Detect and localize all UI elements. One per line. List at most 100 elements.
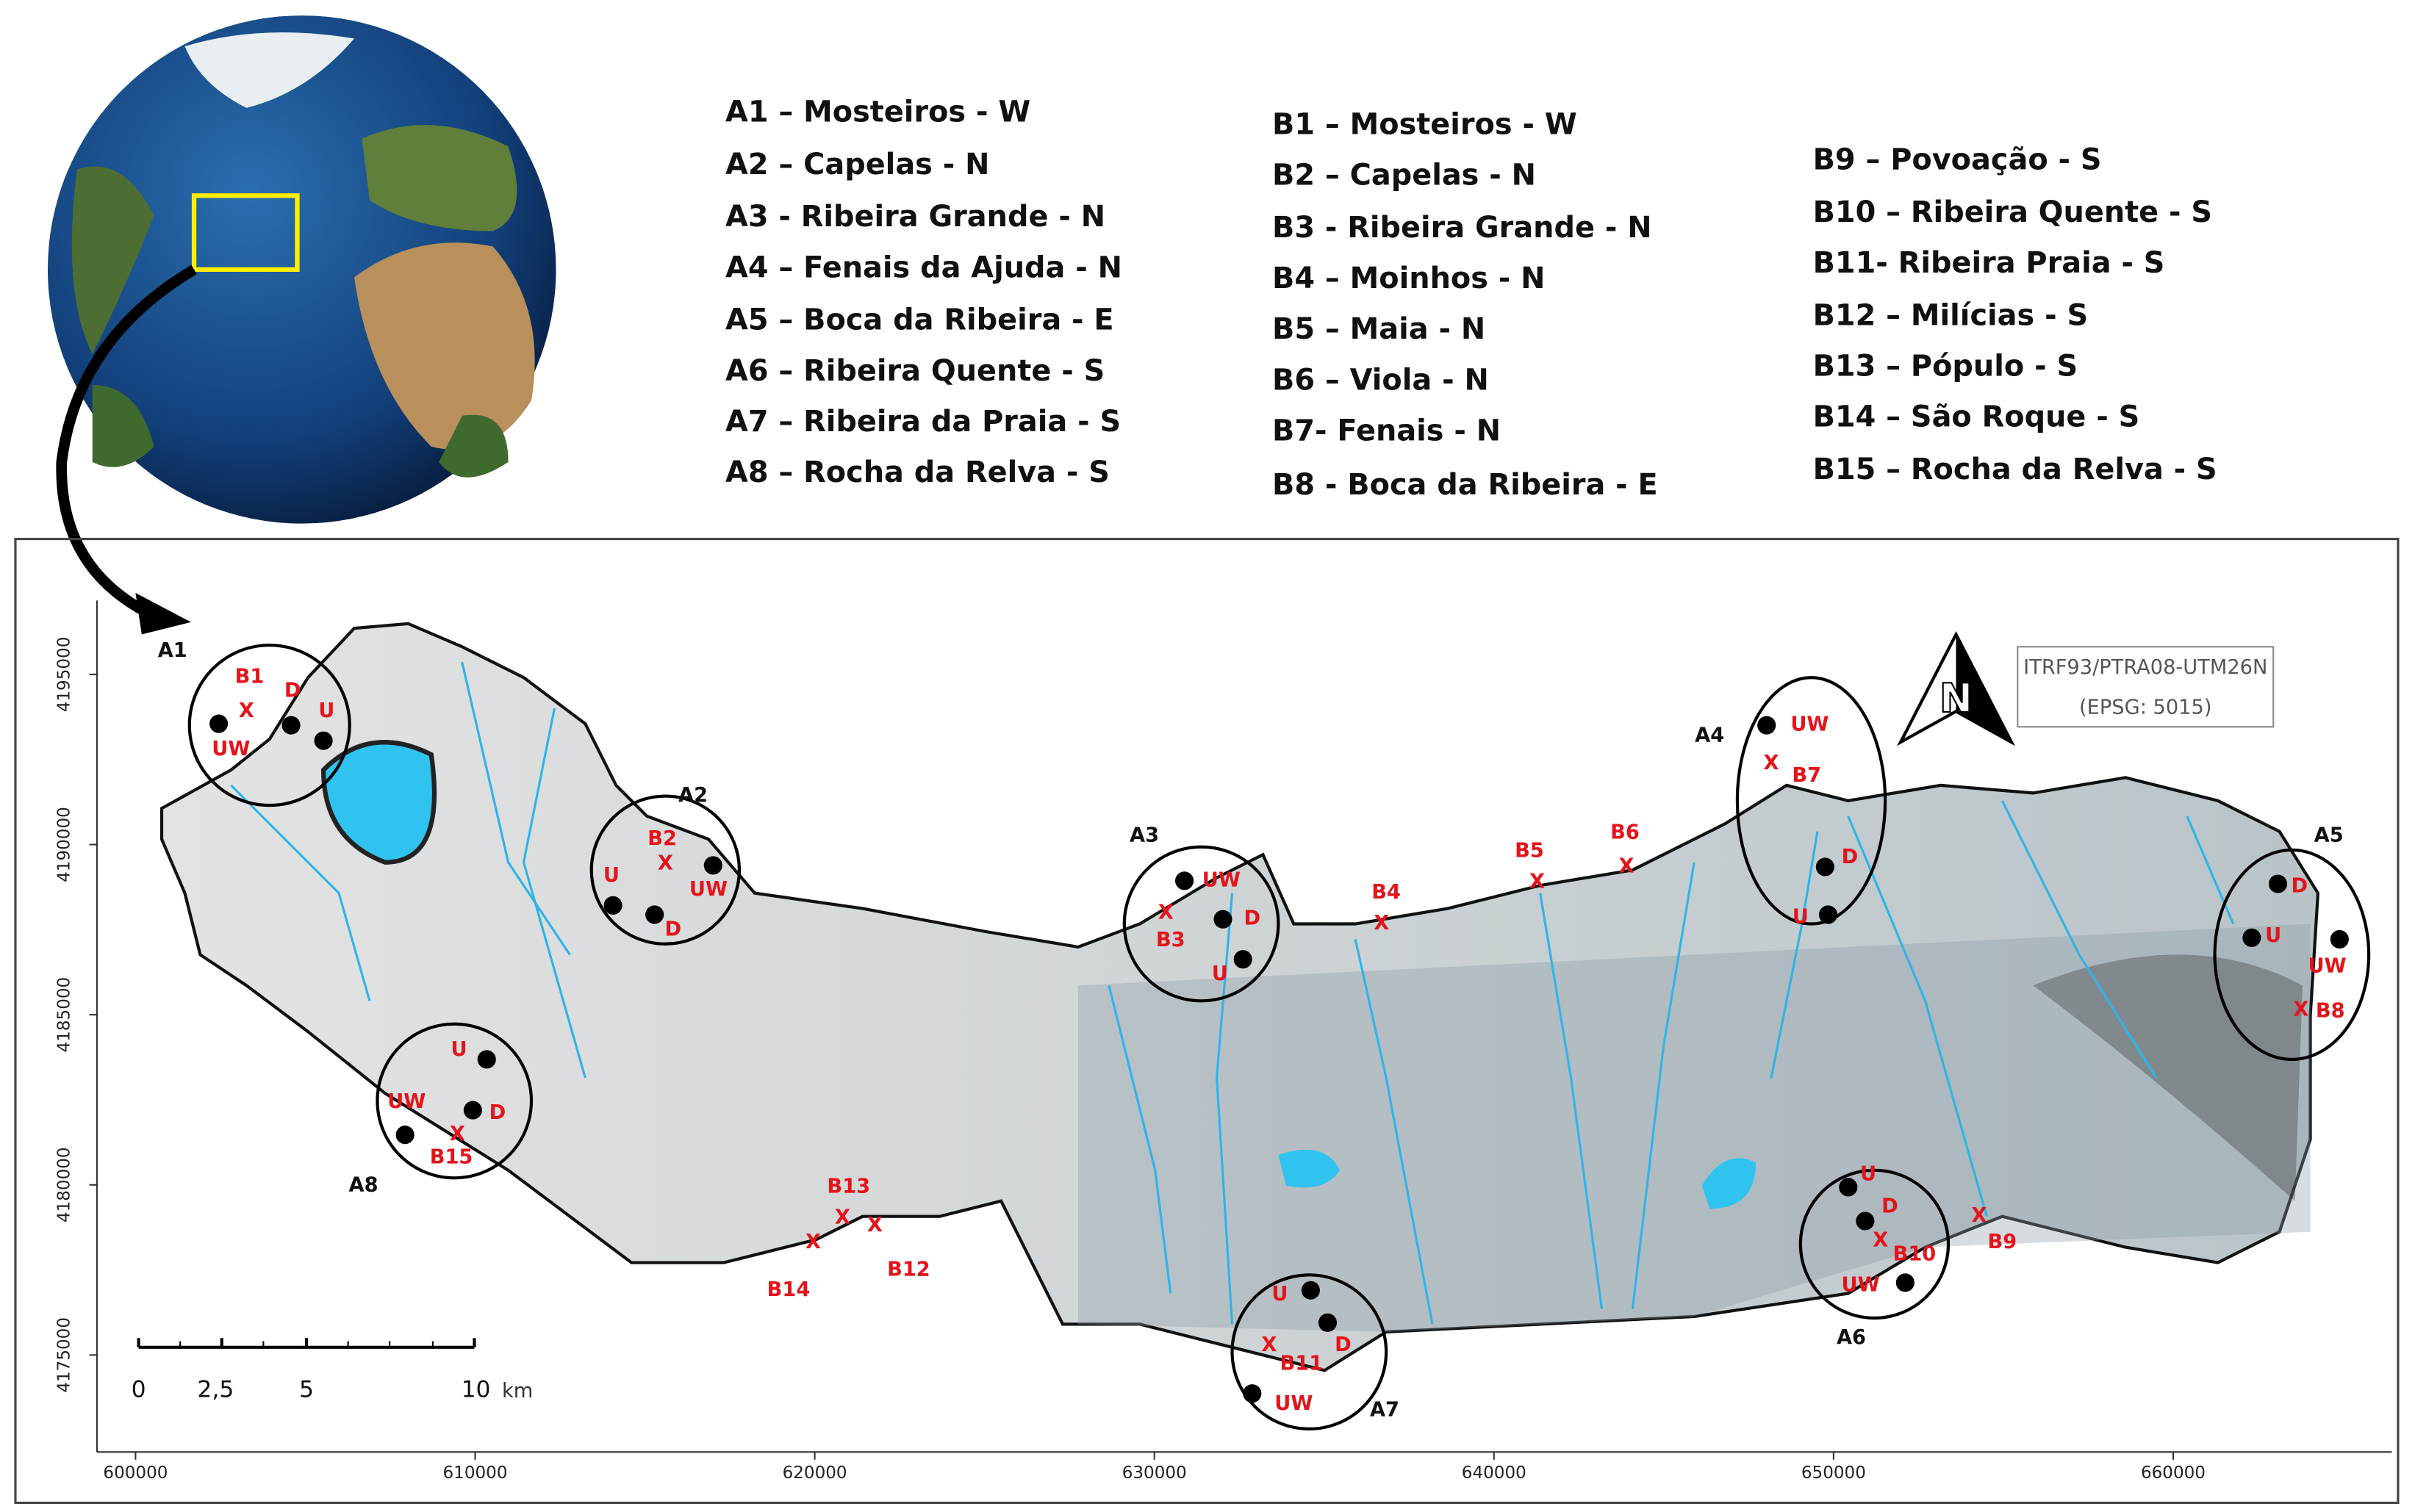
x-tick-label: 640000	[1462, 1464, 1526, 1483]
site-marker: D	[2292, 875, 2308, 898]
legend-entry: B4 – Moinhos - N	[1272, 262, 1545, 295]
site-marker: X	[658, 852, 673, 874]
site-marker: UW	[1841, 1274, 1879, 1297]
site-marker: UW	[1790, 713, 1829, 736]
site-label: A1	[158, 639, 187, 662]
site-marker: D	[1244, 907, 1260, 930]
site-marker: D	[284, 680, 301, 702]
y-tick-label: 4180000	[55, 1147, 74, 1223]
site-marker: U	[1212, 962, 1228, 985]
legend-entry: B8 - Boca da Ribeira - E	[1272, 468, 1658, 502]
sample-dots	[209, 714, 2349, 1403]
scale-label: 10	[462, 1377, 491, 1403]
legend-entry: A6 – Ribeira Quente - S	[725, 354, 1105, 388]
crs-label: (EPSG: 5015)	[2079, 696, 2211, 719]
site-marker: X	[1971, 1204, 1987, 1227]
site-circles	[187, 644, 2371, 1430]
legend-entry: B2 – Capelas - N	[1272, 159, 1536, 192]
site-marker: B15	[430, 1146, 473, 1169]
legend-entry: A4 – Fenais da Ajuda - N	[725, 251, 1122, 284]
site-marker: U	[451, 1038, 467, 1061]
site-marker: UW	[212, 738, 250, 760]
site-marker: U	[318, 699, 334, 722]
map-frame	[14, 538, 2400, 1505]
site-marker: UW	[1274, 1392, 1313, 1415]
site-marker: B5	[1515, 840, 1544, 863]
arrow-head	[135, 592, 191, 635]
legend-entry: B14 – São Roque - S	[1813, 400, 2140, 434]
site-label: A6	[1837, 1326, 1866, 1349]
x-tick-label: 620000	[783, 1464, 847, 1483]
site-marker: B14	[767, 1278, 811, 1301]
labels: 600000 610000 620000 630000 640000 650000 6600…	[55, 637, 2347, 1483]
site-marker: X	[1873, 1229, 1888, 1252]
legend-entry: B1 – Mosteiros - W	[1272, 107, 1577, 141]
site-marker: B9	[1988, 1231, 2017, 1253]
site-label: A2	[678, 784, 708, 807]
site-label: A4	[1695, 724, 1724, 746]
site-marker: B12	[887, 1259, 930, 1281]
site-marker: B7	[1792, 764, 1821, 787]
site-marker: B13	[827, 1175, 870, 1198]
legend-entry: A1 – Mosteiros - W	[725, 96, 1030, 129]
site-label: A7	[1370, 1398, 1399, 1421]
x-tick-label: 660000	[2141, 1464, 2206, 1483]
scale-label: 0	[132, 1377, 146, 1403]
legend-entry: B7- Fenais - N	[1272, 414, 1501, 448]
site-marker: B6	[1610, 821, 1640, 843]
legend-entry: A2 – Capelas - N	[725, 148, 989, 181]
arrow	[56, 264, 197, 621]
site-marker: UW	[387, 1090, 426, 1113]
site-label: A3	[1130, 824, 1159, 847]
site-marker: X	[1764, 752, 1779, 774]
x-tick-label: 630000	[1122, 1464, 1187, 1483]
site-marker: U	[1793, 906, 1809, 929]
site-marker: D	[1335, 1333, 1352, 1356]
legend-entry: B13 – Pópulo - S	[1813, 349, 2078, 383]
site-marker: UW	[1202, 868, 1241, 891]
site-marker: D	[1881, 1195, 1898, 1218]
site-marker: X	[835, 1206, 850, 1228]
site-marker: X	[1261, 1333, 1277, 1356]
svg-text:N: N	[1939, 674, 1973, 721]
crs-label: ITRF93/PTRA08-UTM26N	[2023, 656, 2267, 679]
y-tick-label: 4190000	[55, 807, 74, 882]
site-marker: U	[1271, 1283, 1288, 1306]
site-marker: X	[805, 1231, 821, 1253]
legend: A1 – Mosteiros - W A2 – Capelas - N A3 - R…	[725, 96, 2217, 502]
legend-entry: B9 – Povoação - S	[1813, 143, 2102, 177]
site-marker: D	[489, 1101, 506, 1124]
site-marker: B8	[2316, 999, 2345, 1022]
site-marker: X	[1619, 854, 1634, 877]
site-marker: D	[665, 918, 682, 940]
site-marker: U	[603, 864, 620, 887]
legend-entry: A3 - Ribeira Grande - N	[725, 200, 1105, 234]
site-marker: UW	[689, 878, 728, 901]
scale-unit: km	[502, 1380, 533, 1403]
legend-entry: B15 – Rocha da Relva - S	[1813, 453, 2217, 486]
crs-box	[2017, 646, 2275, 728]
globe	[47, 15, 556, 524]
site-marker: B3	[1156, 929, 1185, 951]
site-marker: X	[2293, 998, 2308, 1020]
x-tick-label: 650000	[1801, 1464, 1866, 1483]
x-tick-label: 610000	[443, 1464, 508, 1483]
legend-entry: B10 – Ribeira Quente - S	[1813, 195, 2212, 229]
site-marker: X	[1158, 901, 1174, 924]
legend-entry: A7 – Ribeira da Praia - S	[725, 405, 1121, 439]
site-label: A5	[2314, 824, 2344, 847]
legend-entry: B3 - Ribeira Grande - N	[1272, 211, 1652, 245]
site-marker: B10	[1893, 1243, 1937, 1266]
legend-entry: A5 – Boca da Ribeira - E	[725, 303, 1114, 337]
site-marker: X	[450, 1123, 465, 1145]
y-tick-label: 4195000	[55, 637, 74, 713]
legend-entry: B11- Ribeira Praia - S	[1813, 246, 2165, 280]
y-tick-label: 4175000	[55, 1317, 74, 1393]
site-marker: U	[1860, 1163, 1876, 1186]
scale-label: 5	[299, 1377, 314, 1403]
x-tick-label: 600000	[103, 1464, 168, 1483]
legend-entry: B5 – Maia - N	[1272, 312, 1485, 346]
site-marker: B11	[1280, 1352, 1323, 1375]
north-arrow: N	[1897, 630, 2015, 746]
scale-label: 2,5	[197, 1377, 234, 1403]
